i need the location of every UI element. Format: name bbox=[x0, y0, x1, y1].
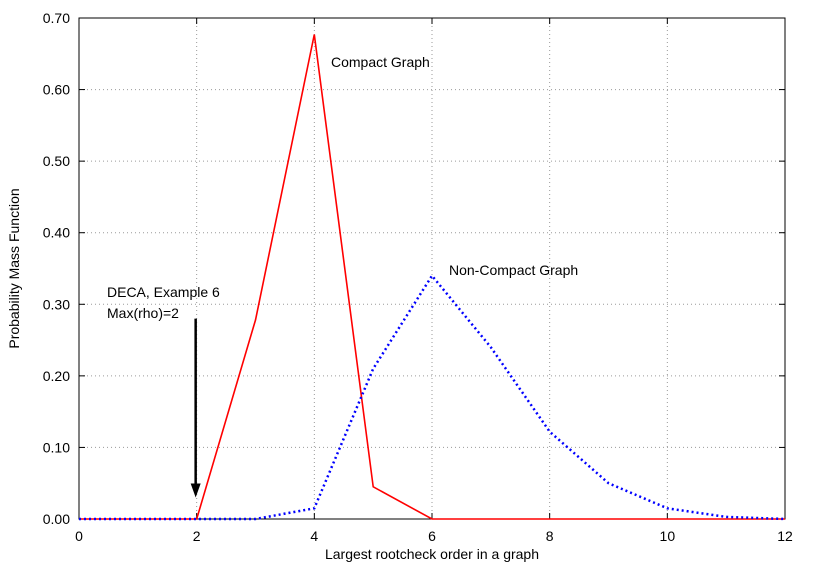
y-axis-label: Probability Mass Function bbox=[6, 188, 22, 348]
y-tick-label: 0.50 bbox=[43, 153, 70, 169]
series-labels: Compact Graph Non-Compact Graph bbox=[331, 54, 578, 278]
x-tick-label: 12 bbox=[777, 528, 793, 544]
y-tick-label: 0.60 bbox=[43, 82, 70, 98]
annotation-line-1: DECA, Example 6 bbox=[107, 284, 220, 300]
x-tick-label: 6 bbox=[428, 528, 436, 544]
y-tick-label: 0.70 bbox=[43, 10, 70, 26]
x-tick-label: 10 bbox=[660, 528, 676, 544]
annotations: DECA, Example 6 Max(rho)=2 bbox=[107, 284, 220, 498]
series-label-compact: Compact Graph bbox=[331, 54, 430, 70]
x-tick-label: 0 bbox=[75, 528, 83, 544]
y-tick-label: 0.20 bbox=[43, 368, 70, 384]
annotation-line-2: Max(rho)=2 bbox=[107, 305, 179, 321]
x-tick-label: 4 bbox=[310, 528, 318, 544]
series-label-non-compact: Non-Compact Graph bbox=[449, 262, 578, 278]
series-line-non-compact bbox=[79, 273, 786, 521]
x-tick-label: 8 bbox=[546, 528, 554, 544]
axis-ticks: 0 2 4 6 8 10 12 0.00 0.10 0.20 0.30 0.40 0.50 0.60 0.7… bbox=[43, 10, 793, 544]
plot-frame bbox=[78, 17, 786, 520]
y-tick-label: 0.00 bbox=[43, 511, 70, 527]
series-layer bbox=[79, 34, 786, 521]
series-line-compact bbox=[79, 34, 785, 520]
y-tick-label: 0.30 bbox=[43, 296, 70, 312]
grid bbox=[79, 18, 785, 519]
annotation-arrow-head bbox=[190, 483, 201, 498]
y-tick-label: 0.40 bbox=[43, 225, 70, 241]
x-tick-label: 2 bbox=[193, 528, 201, 544]
y-tick-label: 0.10 bbox=[43, 439, 70, 455]
x-axis-label: Largest rootcheck order in a graph bbox=[325, 546, 539, 562]
